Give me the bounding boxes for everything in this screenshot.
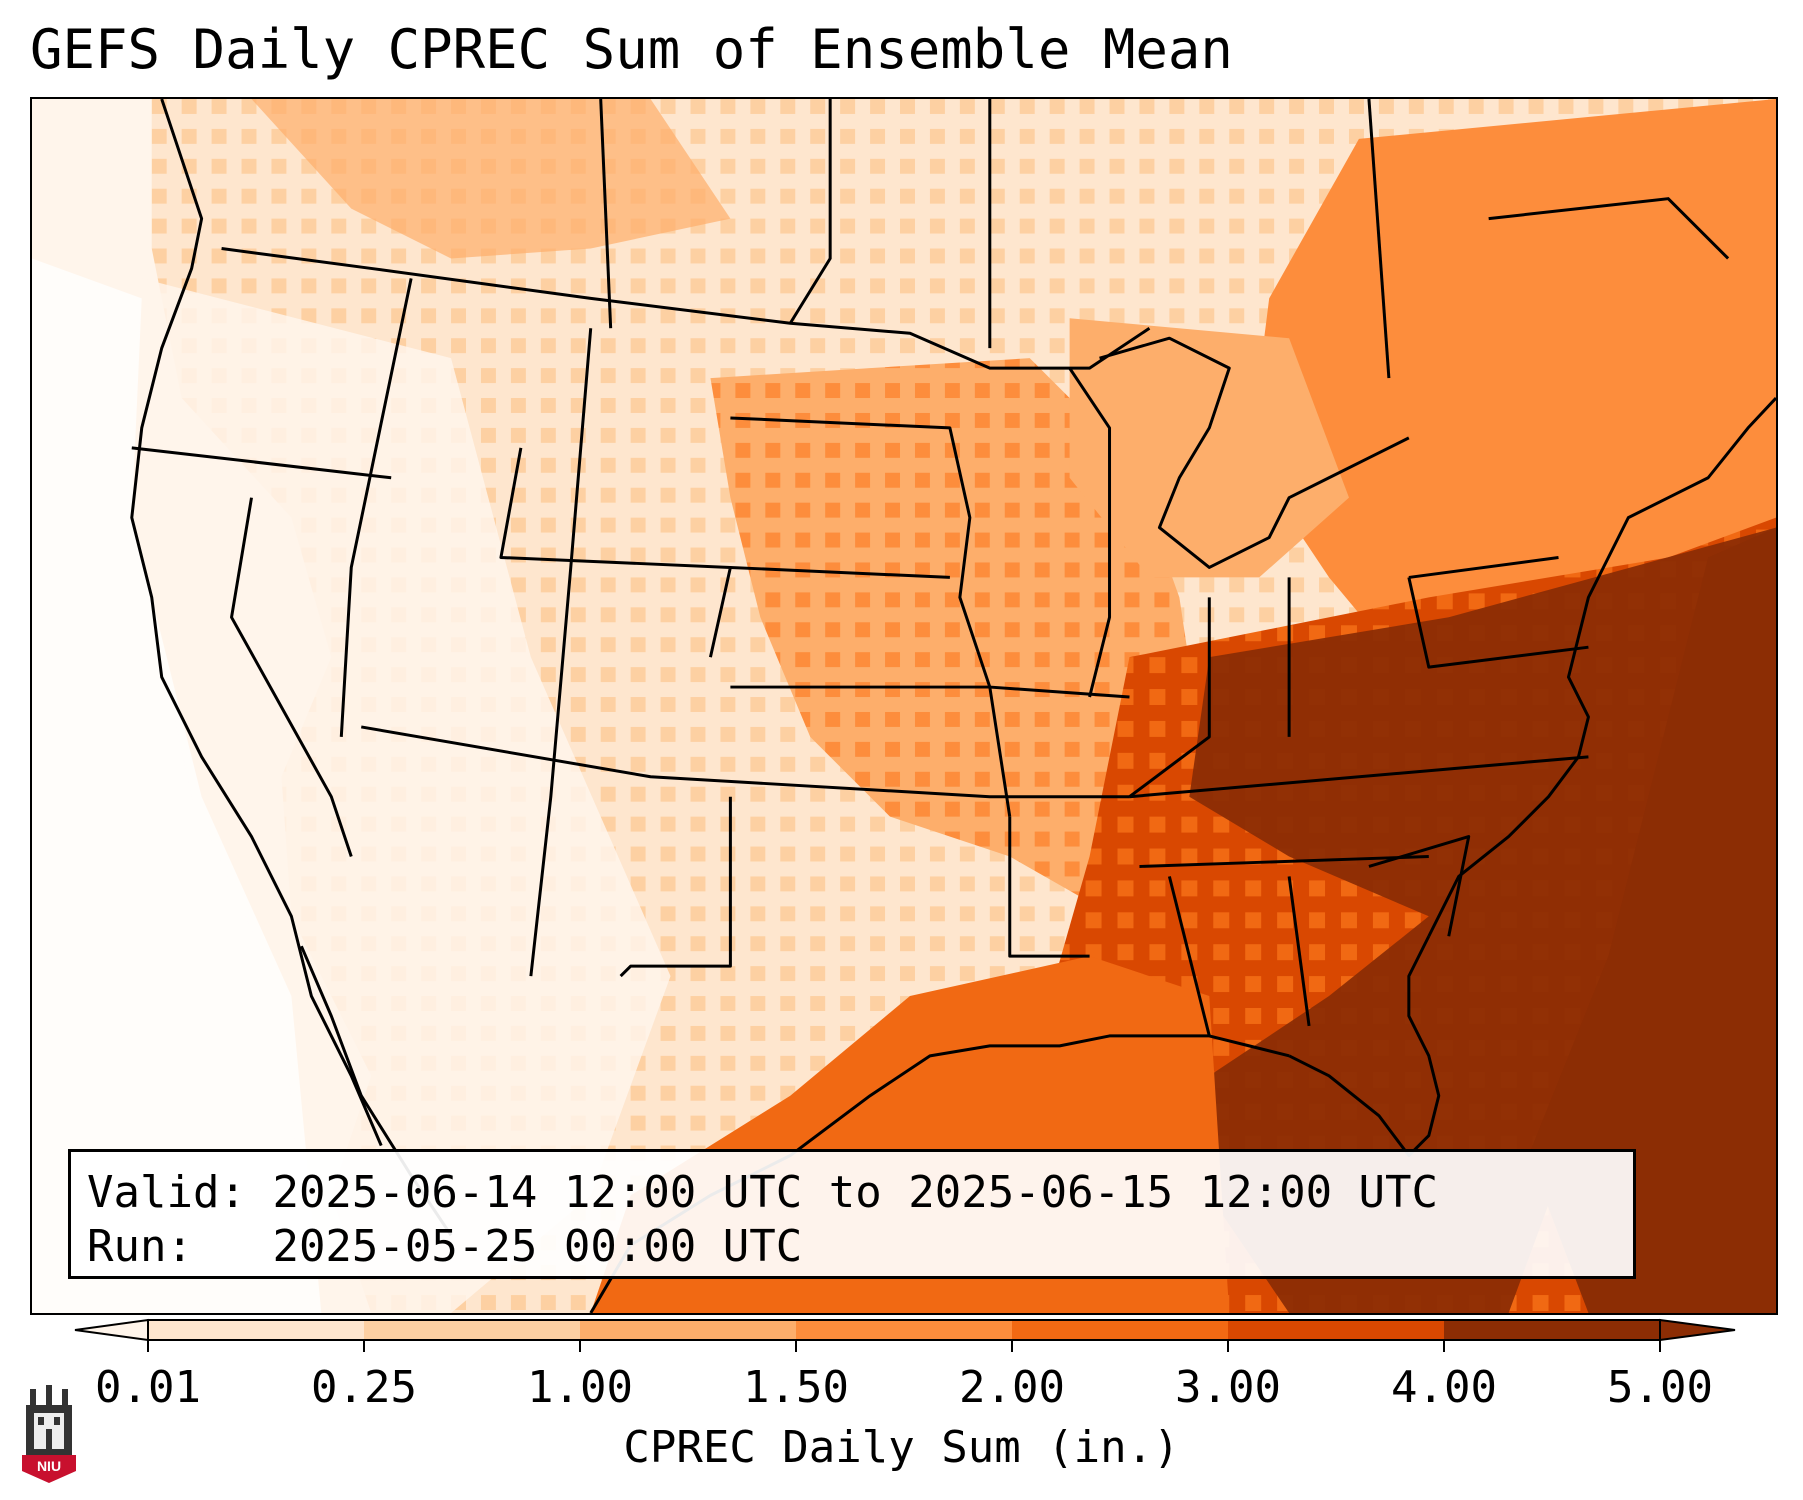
- state-line-5: [499, 447, 732, 658]
- state-line-6: [730, 416, 1012, 817]
- colorbar-tick-label: 5.00: [1607, 1362, 1713, 1413]
- state-line-14: [1287, 876, 1311, 1027]
- colorbar-tick-label: 3.00: [1175, 1362, 1281, 1413]
- state-line-2: [230, 497, 353, 857]
- state-line-12: [1129, 755, 1589, 799]
- canada-border: [221, 247, 1151, 370]
- field-dry-west: [131, 278, 671, 1313]
- boundary-lines: [130, 99, 1776, 1313]
- state-line-4: [339, 278, 413, 737]
- coastline-atlantic: [1427, 396, 1776, 937]
- niu-logo: NIU: [22, 1385, 76, 1483]
- colorbar-segment: [148, 1320, 365, 1340]
- precipitation-map: [32, 99, 1776, 1313]
- field-atlantic-band: [1528, 527, 1776, 1313]
- colorbar-segment: [796, 1320, 1013, 1340]
- state-line-10: [619, 796, 732, 978]
- state-line-21: [1068, 367, 1112, 698]
- colorbar-segment: [1444, 1320, 1661, 1340]
- field-north: [251, 99, 731, 259]
- colorbar-tick-label: 2.00: [959, 1362, 1065, 1413]
- run-value: 2025-05-25 00:00 UTC: [272, 1221, 803, 1272]
- coastline-florida: [1288, 935, 1441, 1158]
- state-line-13: [1167, 876, 1211, 1037]
- coastline-pacific: [130, 99, 383, 1147]
- state-line-15: [1139, 855, 1429, 868]
- state-line-11: [1008, 816, 1090, 958]
- info-box: Valid: 2025-06-14 12:00 UTC to 2025-06-1…: [68, 1149, 1636, 1279]
- state-line-20: [1368, 835, 1471, 937]
- colorbar-tick-label: 1.50: [743, 1362, 849, 1413]
- colorbar-label: CPREC Daily Sum (in.): [623, 1422, 1180, 1473]
- field-heavy-core: [1189, 527, 1776, 1313]
- field-great-lakes: [1069, 318, 1349, 578]
- state-line-18: [1407, 577, 1589, 669]
- map-panel: Valid: 2025-06-14 12:00 UTC to 2025-06-1…: [30, 97, 1778, 1315]
- valid-label: Valid:: [87, 1167, 246, 1218]
- run-row: Run: 2025-05-25 00:00 UTC: [87, 1220, 1617, 1274]
- svg-text:NIU: NIU: [37, 1458, 61, 1474]
- state-line-3: [360, 725, 1130, 799]
- colorbar-segments: [148, 1320, 1661, 1340]
- canada-provinces: [599, 99, 1730, 379]
- state-line-1: [131, 446, 392, 480]
- state-line-16: [1128, 597, 1211, 798]
- run-label: Run:: [87, 1221, 193, 1272]
- colorbar-tick-label: 1.00: [527, 1362, 633, 1413]
- colorbar-segment: [364, 1320, 581, 1340]
- valid-value: 2025-06-14 12:00 UTC to 2025-06-15 12:00…: [272, 1167, 1439, 1218]
- colorbar-outline: [147, 1319, 1661, 1341]
- colorbar-tick-label: 0.01: [95, 1362, 201, 1413]
- colorbar-min-extension: [74, 1318, 149, 1342]
- colorbar-segment: [580, 1320, 797, 1340]
- colorbar-segment: [1228, 1320, 1445, 1340]
- field-pacific: [32, 258, 322, 1313]
- state-line-19: [1408, 556, 1559, 579]
- colorbar-segment: [1012, 1320, 1229, 1340]
- colorbar-max-extension: [1659, 1318, 1736, 1342]
- colorbar-tick-label: 0.25: [311, 1362, 417, 1413]
- state-line-9: [529, 328, 593, 977]
- colorbar-tick-label: 4.00: [1391, 1362, 1497, 1413]
- great-lakes: [1099, 336, 1410, 569]
- colorbar-ticks: [147, 1340, 1661, 1352]
- state-line-8: [730, 685, 1130, 699]
- state-line-7: [730, 565, 950, 579]
- colorbar: [74, 1318, 1736, 1352]
- valid-row: Valid: 2025-06-14 12:00 UTC to 2025-06-1…: [87, 1166, 1617, 1220]
- map-title: GEFS Daily CPREC Sum of Ensemble Mean: [30, 18, 1233, 81]
